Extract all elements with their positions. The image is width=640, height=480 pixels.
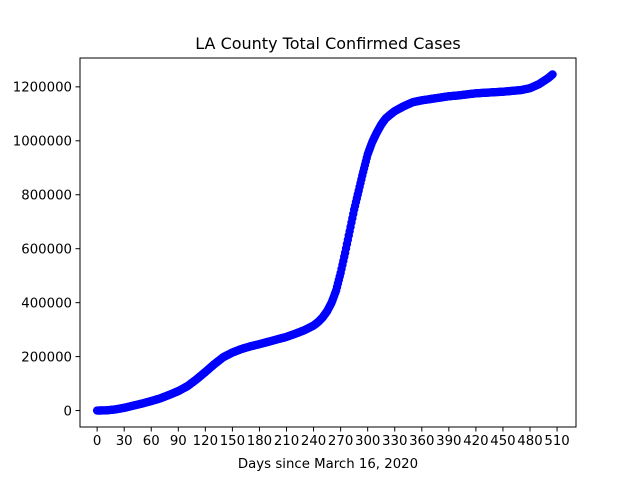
x-tick-label: 240	[301, 434, 326, 449]
y-tick-label: 600000	[21, 243, 72, 258]
y-tick-label: 1000000	[13, 135, 72, 150]
x-tick-label: 510	[544, 434, 569, 449]
y-tick-label: 400000	[21, 296, 72, 311]
x-tick-label: 210	[274, 434, 299, 449]
y-tick-label: 1200000	[13, 81, 72, 96]
x-tick-label: 180	[247, 434, 272, 449]
x-tick-label: 0	[93, 434, 101, 449]
x-tick-label: 330	[382, 434, 407, 449]
x-tick-label: 270	[328, 434, 353, 449]
x-tick-label: 120	[193, 434, 218, 449]
x-tick-label: 480	[517, 434, 542, 449]
x-tick-label: 300	[355, 434, 380, 449]
x-tick-label: 450	[490, 434, 515, 449]
x-axis-ticks: 0 30 60 90 120 150 180 210 240 270 300 330 360 390 420…	[93, 427, 570, 449]
x-tick-label: 150	[220, 434, 245, 449]
x-tick-label: 360	[409, 434, 434, 449]
data-points	[92, 70, 557, 415]
chart-title: LA County Total Confirmed Cases	[195, 34, 460, 53]
x-tick-label: 60	[143, 434, 160, 449]
x-tick-label: 420	[463, 434, 488, 449]
y-tick-label: 0	[64, 404, 72, 419]
y-axis-ticks: 0 200000 400000 600000 800000 1000000 1200000	[13, 81, 80, 419]
x-tick-label: 30	[116, 434, 133, 449]
data-point	[548, 70, 557, 79]
y-tick-label: 800000	[21, 189, 72, 204]
plot-frame	[79, 57, 577, 428]
x-tick-label: 90	[170, 434, 187, 449]
x-axis-label: Days since March 16, 2020	[238, 457, 418, 472]
x-tick-label: 390	[436, 434, 461, 449]
y-tick-label: 200000	[21, 350, 72, 365]
